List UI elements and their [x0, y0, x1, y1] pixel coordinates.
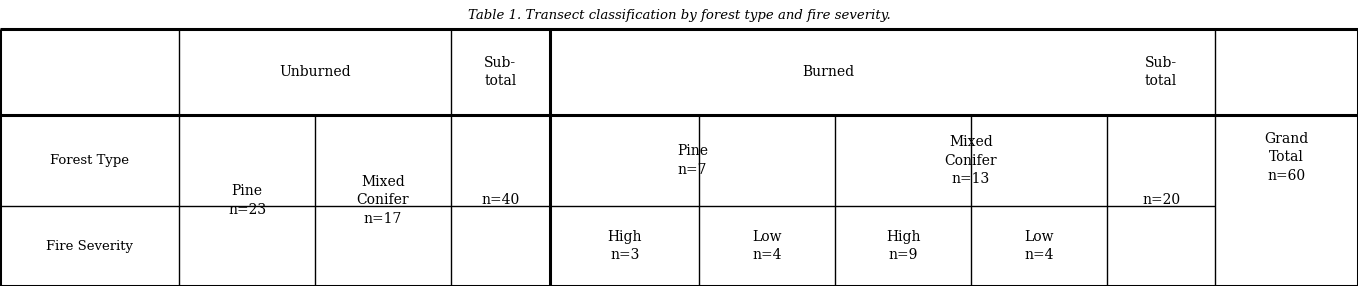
Text: High
n=9: High n=9: [885, 230, 921, 262]
Text: Unburned: Unburned: [280, 65, 350, 79]
Text: Grand
Total
n=60: Grand Total n=60: [1264, 132, 1309, 183]
Text: Low
n=4: Low n=4: [1024, 230, 1054, 262]
Text: Sub-
total: Sub- total: [485, 55, 516, 88]
Text: Forest Type: Forest Type: [50, 154, 129, 167]
Text: n=20: n=20: [1142, 193, 1180, 207]
Text: Burned: Burned: [803, 65, 854, 79]
Text: Sub-
total: Sub- total: [1145, 55, 1177, 88]
Text: Low
n=4: Low n=4: [752, 230, 782, 262]
Text: Fire Severity: Fire Severity: [46, 240, 133, 253]
Text: Pine
n=23: Pine n=23: [228, 184, 266, 217]
Text: Mixed
Conifer
n=13: Mixed Conifer n=13: [945, 135, 997, 186]
Text: Table 1. Transect classification by forest type and fire severity.: Table 1. Transect classification by fore…: [467, 9, 891, 21]
Text: Pine
n=7: Pine n=7: [678, 144, 708, 177]
Text: High
n=3: High n=3: [607, 230, 642, 262]
Text: Mixed
Conifer
n=17: Mixed Conifer n=17: [357, 175, 409, 226]
Text: n=40: n=40: [481, 193, 520, 207]
